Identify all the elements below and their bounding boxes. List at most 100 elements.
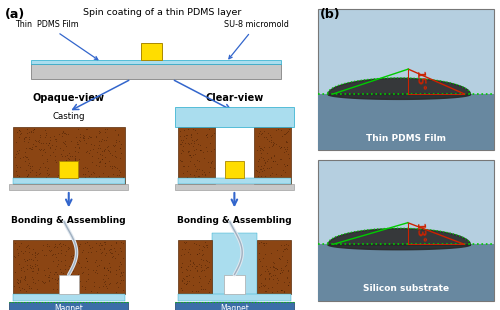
Point xyxy=(102,250,110,255)
Point xyxy=(36,133,44,138)
Point xyxy=(178,265,186,270)
Point xyxy=(47,247,55,252)
Point xyxy=(210,131,218,135)
Point xyxy=(56,247,64,252)
Point xyxy=(270,268,278,272)
Point xyxy=(65,287,73,292)
Point xyxy=(20,135,28,140)
Point xyxy=(100,279,108,284)
Point xyxy=(65,180,73,185)
Point xyxy=(25,283,33,288)
Point xyxy=(198,176,205,181)
Point xyxy=(22,155,30,160)
Point xyxy=(198,253,206,258)
Point xyxy=(78,250,86,255)
Point xyxy=(30,127,38,132)
Point xyxy=(22,167,30,172)
Bar xyxy=(175,302,294,310)
Point xyxy=(182,266,190,271)
Point xyxy=(102,137,110,142)
Point xyxy=(96,130,104,135)
Point xyxy=(111,164,119,169)
Point xyxy=(82,175,90,180)
Point xyxy=(192,288,200,293)
Point xyxy=(42,132,50,137)
Point xyxy=(36,147,44,152)
Point xyxy=(14,252,22,257)
Point xyxy=(34,262,42,267)
Point xyxy=(41,135,49,140)
Point xyxy=(203,265,211,270)
Point xyxy=(26,264,34,269)
Point xyxy=(98,148,106,153)
Point xyxy=(192,251,200,256)
Point xyxy=(202,262,209,267)
Point xyxy=(182,281,190,286)
Point xyxy=(280,131,288,136)
Point xyxy=(101,127,109,132)
Point xyxy=(27,257,35,262)
Point xyxy=(116,155,124,160)
Point xyxy=(64,245,72,250)
Point xyxy=(264,269,272,274)
Point xyxy=(197,257,205,262)
Point xyxy=(74,138,82,143)
Point xyxy=(46,134,54,139)
Point xyxy=(76,139,84,144)
Point xyxy=(103,145,111,150)
Point xyxy=(81,171,89,176)
Point xyxy=(193,131,201,136)
Point xyxy=(280,289,287,294)
Point xyxy=(17,175,25,180)
Point xyxy=(28,167,36,172)
Point xyxy=(22,145,30,150)
Point xyxy=(30,263,38,268)
Point xyxy=(98,153,106,157)
Bar xyxy=(318,9,494,150)
Point xyxy=(72,282,80,287)
Bar xyxy=(212,233,257,301)
Point xyxy=(58,161,66,166)
Point xyxy=(72,251,80,256)
Point xyxy=(80,134,88,139)
Point xyxy=(201,173,209,178)
Point xyxy=(98,284,106,289)
Text: 13°: 13° xyxy=(414,223,424,244)
Point xyxy=(56,152,64,157)
Point xyxy=(31,144,39,149)
Point xyxy=(37,146,45,151)
Point xyxy=(46,146,54,151)
Point xyxy=(16,284,24,289)
Point xyxy=(32,173,40,178)
Point xyxy=(104,147,112,152)
Point xyxy=(44,157,52,162)
Point xyxy=(98,156,106,161)
Point xyxy=(269,277,277,281)
Point xyxy=(262,161,270,166)
Point xyxy=(42,273,50,278)
Point xyxy=(74,149,82,154)
Point xyxy=(74,280,82,285)
Bar xyxy=(224,275,244,294)
Point xyxy=(64,173,72,178)
Point xyxy=(28,247,36,252)
Point xyxy=(273,289,281,294)
Point xyxy=(15,261,23,266)
Point xyxy=(272,127,280,132)
Point xyxy=(255,240,263,245)
Point xyxy=(18,130,25,135)
Point xyxy=(260,145,268,150)
Point xyxy=(80,166,88,171)
Point xyxy=(284,152,292,157)
Point xyxy=(72,280,80,285)
Point xyxy=(258,263,266,268)
Point xyxy=(21,278,29,283)
Point xyxy=(257,240,265,245)
Point xyxy=(86,135,94,140)
Point xyxy=(52,160,60,165)
Point xyxy=(268,134,276,139)
Point xyxy=(41,149,49,154)
Point xyxy=(265,271,273,276)
Point xyxy=(86,135,94,140)
Point xyxy=(117,141,125,146)
